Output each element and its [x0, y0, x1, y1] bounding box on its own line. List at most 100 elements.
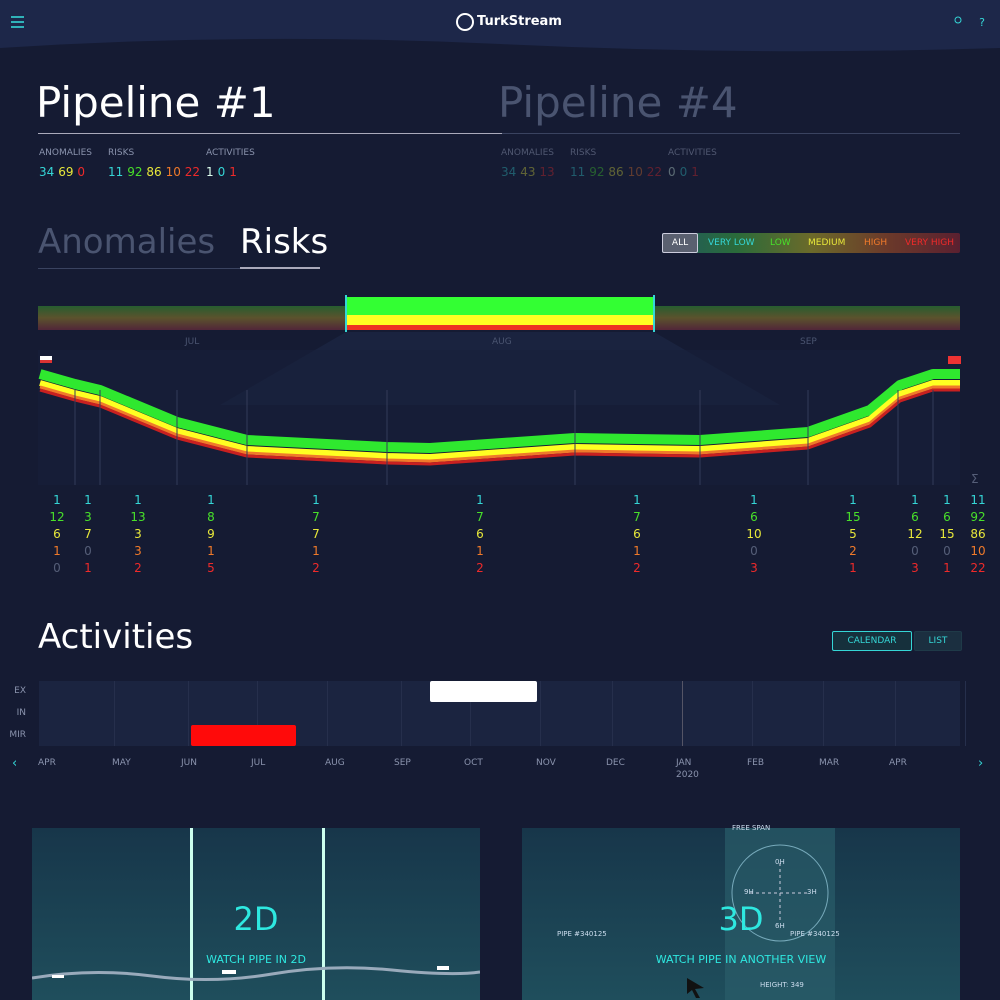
month-label: JUL	[251, 758, 266, 768]
stat-value: 0	[77, 165, 86, 179]
stat-value: 34	[39, 165, 55, 179]
risk-count: 10	[970, 544, 986, 558]
risk-count: 6	[750, 510, 758, 524]
risk-count: 2	[312, 561, 320, 575]
stat-value: 69	[58, 165, 74, 179]
filter-button[interactable]: MEDIUM	[808, 238, 846, 248]
card-detail: FREE SPAN	[732, 824, 771, 832]
svg-text:?: ?	[979, 16, 985, 29]
stat-label: ANOMALIES	[39, 148, 92, 158]
risk-count: 1	[84, 493, 92, 507]
view-button[interactable]: LIST	[914, 631, 962, 651]
profile-band	[39, 380, 960, 460]
month-grid-line	[540, 681, 541, 746]
next[interactable]: ›	[978, 756, 984, 771]
stat-value: 92	[589, 165, 605, 179]
risk-count: 92	[970, 510, 986, 524]
risk-count: 11	[970, 493, 986, 507]
stat-value: 10	[165, 165, 181, 179]
card-detail: 0H	[775, 858, 785, 866]
month-label: SEP	[394, 758, 411, 768]
stat-value: 1	[206, 165, 214, 179]
card-title: 2D	[233, 900, 279, 938]
risk-count: 6	[633, 527, 641, 541]
pipeline-title[interactable]: Pipeline #1	[36, 78, 276, 127]
month-grid-line	[188, 681, 189, 746]
stat-value: 0	[217, 165, 226, 179]
risk-count: 6	[943, 510, 951, 524]
tab[interactable]: Anomalies	[38, 222, 216, 262]
filter-button[interactable]: ALL	[662, 233, 698, 253]
risk-count: 1	[84, 561, 92, 575]
tab[interactable]: Risks	[240, 222, 329, 262]
stat-value: 13	[539, 165, 555, 179]
filter-button[interactable]: HIGH	[864, 238, 888, 248]
risk-count: 1	[476, 493, 484, 507]
card-detail: PIPE #340125	[790, 930, 840, 938]
stat-label: RISKS	[570, 148, 597, 158]
risk-count: 2	[476, 561, 484, 575]
month-label: APR	[889, 758, 907, 768]
risk-count: 3	[750, 561, 758, 575]
filter-button[interactable]: VERY HIGH	[905, 238, 955, 248]
card-caption: WATCH PIPE IN ANOTHER VIEW	[655, 953, 827, 966]
card-3d[interactable]: 3D WATCH PIPE IN ANOTHER VIEW FREE SPAN 0H 9…	[522, 824, 960, 1000]
month-grid-line	[965, 681, 966, 746]
risk-count: 1	[911, 493, 919, 507]
prev[interactable]: ‹	[12, 756, 18, 771]
stat-value: 1	[229, 165, 237, 179]
stat-value: 43	[520, 165, 536, 179]
risk-count: 7	[312, 510, 320, 524]
stat-label: ACTIVITIES	[668, 148, 717, 158]
card-detail: 9H	[744, 888, 754, 896]
risk-count: 8	[207, 510, 215, 524]
filter-button[interactable]: LOW	[770, 238, 791, 248]
month-label: APR	[38, 758, 56, 768]
timeline-month: SEP	[800, 337, 817, 347]
month-label: MAR	[819, 758, 840, 768]
stat-value: 11	[570, 165, 586, 179]
risk-count: 86	[970, 527, 986, 541]
pipeline-title[interactable]: Pipeline #4	[498, 78, 738, 127]
risk-count: 0	[53, 561, 61, 575]
risk-count: 0	[750, 544, 758, 558]
month-label: NOV	[536, 758, 556, 768]
month-grid-line	[257, 681, 258, 746]
risk-count: 12	[49, 510, 65, 524]
sum-symbol: Σ	[971, 472, 979, 486]
month-grid-line	[612, 681, 613, 746]
profile-band	[38, 369, 960, 453]
risk-count: 0	[911, 544, 919, 558]
risk-count: 22	[970, 561, 986, 575]
view-button[interactable]: CALENDAR	[832, 631, 912, 651]
activity-event[interactable]	[430, 681, 537, 702]
risk-count: 7	[633, 510, 641, 524]
stat-value: 11	[108, 165, 124, 179]
risk-count: 5	[207, 561, 215, 575]
filter-button[interactable]: VERY LOW	[708, 238, 755, 248]
risk-count: 1	[207, 493, 215, 507]
month-grid-line	[682, 681, 683, 746]
card-2d[interactable]: 2D WATCH PIPE IN 2D	[32, 828, 480, 1000]
risk-count: 1	[849, 561, 857, 575]
stat-value: 92	[127, 165, 143, 179]
risk-count: 1	[312, 544, 320, 558]
month-label: JUN	[181, 758, 197, 768]
activity-event[interactable]	[191, 725, 296, 746]
risk-count: 12	[907, 527, 923, 541]
risk-count: 7	[84, 527, 92, 541]
row-label: MIR	[9, 730, 26, 740]
month-label: DEC	[606, 758, 625, 768]
risk-count: 1	[53, 544, 61, 558]
card-detail: 3H	[807, 888, 817, 896]
risk-count: 5	[849, 527, 857, 541]
stat-value: 86	[608, 165, 624, 179]
stat-label: RISKS	[108, 148, 135, 158]
month-label: FEB	[747, 758, 765, 768]
risk-count: 6	[476, 527, 484, 541]
risk-count: 1	[476, 544, 484, 558]
stat-value: 34	[501, 165, 517, 179]
stat-value: 0	[668, 165, 676, 179]
brand: TurkStream	[477, 14, 562, 29]
risk-count: 1	[53, 493, 61, 507]
